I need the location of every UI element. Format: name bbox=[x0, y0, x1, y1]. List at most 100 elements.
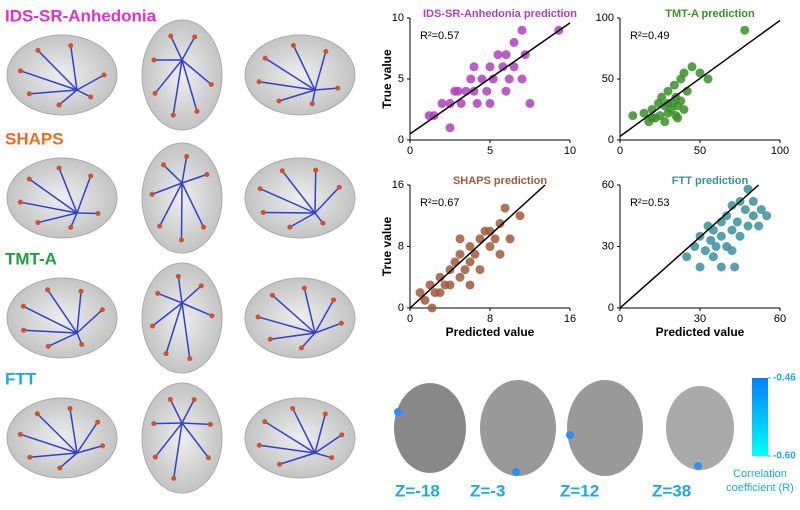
brain bbox=[142, 263, 222, 373]
node bbox=[290, 406, 295, 411]
node bbox=[95, 420, 100, 425]
node bbox=[27, 91, 32, 96]
node bbox=[209, 313, 214, 318]
slice-image bbox=[666, 386, 734, 470]
node bbox=[323, 412, 328, 417]
node bbox=[179, 237, 184, 242]
cluster bbox=[512, 468, 520, 476]
node bbox=[96, 211, 101, 216]
point bbox=[712, 242, 721, 251]
node bbox=[79, 342, 84, 347]
node bbox=[206, 455, 211, 460]
x-tick-label: 60 bbox=[774, 313, 786, 325]
node bbox=[151, 421, 156, 426]
x-tick-label: 30 bbox=[694, 313, 706, 325]
brain bbox=[142, 20, 222, 130]
x-tick-label: 16 bbox=[564, 313, 576, 325]
slice-label: Z=-18 bbox=[395, 481, 440, 500]
node bbox=[299, 345, 304, 350]
brain bbox=[245, 35, 355, 115]
connection bbox=[154, 423, 182, 424]
y-tick-label: 8 bbox=[398, 240, 404, 252]
point bbox=[456, 250, 465, 259]
node bbox=[335, 86, 340, 91]
point bbox=[502, 50, 511, 59]
chart-title: FTT prediction bbox=[672, 175, 749, 187]
point bbox=[501, 204, 510, 213]
node bbox=[270, 293, 275, 298]
point bbox=[690, 242, 699, 251]
y-tick-label: 0 bbox=[398, 302, 404, 314]
point bbox=[749, 211, 758, 220]
chart-title: TMT-A prediction bbox=[665, 8, 755, 20]
y-tick-label: 100 bbox=[596, 12, 614, 24]
y-tick-label: 16 bbox=[392, 179, 404, 191]
point bbox=[740, 26, 749, 35]
x-axis-label: Predicted value bbox=[446, 325, 535, 339]
node bbox=[157, 224, 162, 229]
chart-title: SHAPS prediction bbox=[453, 175, 547, 187]
point bbox=[506, 234, 515, 243]
point bbox=[494, 50, 503, 59]
point bbox=[744, 222, 753, 231]
point bbox=[749, 197, 758, 206]
node bbox=[208, 422, 213, 427]
brain bbox=[245, 158, 355, 238]
y-tick-label: 0 bbox=[608, 134, 614, 146]
x-tick-label: 100 bbox=[771, 145, 789, 157]
slice-image bbox=[567, 380, 643, 476]
point bbox=[456, 273, 465, 282]
node bbox=[102, 73, 107, 78]
brain-label: TMT-A bbox=[5, 249, 57, 268]
node bbox=[155, 291, 160, 296]
node bbox=[262, 419, 267, 424]
node bbox=[195, 109, 200, 114]
node bbox=[150, 324, 155, 329]
x-tick-label: 50 bbox=[694, 145, 706, 157]
point bbox=[709, 252, 718, 261]
node bbox=[35, 48, 40, 53]
point bbox=[491, 234, 500, 243]
slice-image bbox=[480, 380, 556, 476]
node bbox=[35, 220, 40, 225]
node bbox=[302, 286, 307, 291]
node bbox=[68, 406, 73, 411]
y-tick-label: 5 bbox=[398, 73, 404, 85]
node bbox=[45, 287, 50, 292]
node bbox=[18, 68, 23, 73]
node bbox=[201, 225, 206, 230]
node bbox=[57, 465, 62, 470]
brain-label: IDS-SR-Anhedonia bbox=[5, 6, 157, 25]
point bbox=[476, 265, 485, 274]
y-tick-label: 50 bbox=[602, 73, 614, 85]
x-tick-label: 8 bbox=[487, 313, 493, 325]
node bbox=[258, 186, 263, 191]
y-tick-label: 30 bbox=[602, 240, 614, 252]
point bbox=[728, 246, 737, 255]
node bbox=[280, 168, 285, 173]
connection bbox=[315, 170, 316, 213]
point bbox=[461, 265, 470, 274]
node bbox=[204, 172, 209, 177]
node bbox=[209, 82, 214, 87]
y-tick-label: 10 bbox=[392, 12, 404, 24]
point bbox=[733, 217, 742, 226]
annotation: R²=0.57 bbox=[420, 30, 459, 42]
point bbox=[456, 234, 465, 243]
point bbox=[470, 62, 479, 71]
node bbox=[331, 297, 336, 302]
x-tick-label: 10 bbox=[564, 145, 576, 157]
point bbox=[701, 246, 710, 255]
slice-image bbox=[394, 383, 466, 473]
node bbox=[310, 101, 315, 106]
node bbox=[27, 455, 32, 460]
point bbox=[709, 226, 718, 235]
node bbox=[263, 56, 268, 61]
node bbox=[68, 225, 73, 230]
colorbar-title: Correlation bbox=[733, 468, 787, 480]
node bbox=[18, 432, 23, 437]
point bbox=[736, 232, 745, 241]
node bbox=[151, 57, 156, 62]
x-tick-label: 5 bbox=[487, 145, 493, 157]
cluster bbox=[566, 431, 574, 439]
